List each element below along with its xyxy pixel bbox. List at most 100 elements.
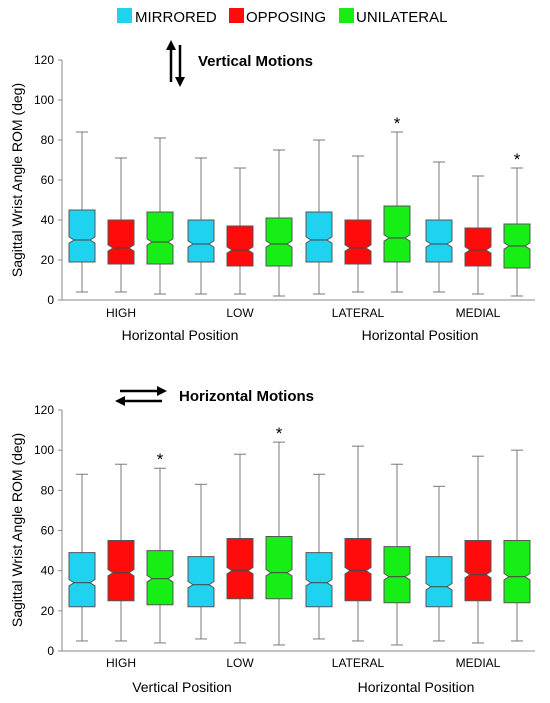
legend-item-mirrored: MIRRORED (117, 8, 217, 26)
box-opposing-lateral (344, 445, 372, 642)
box-plots: ** (68, 424, 531, 646)
significance-star: * (514, 150, 521, 169)
box-body (107, 219, 135, 265)
box-body (344, 219, 372, 265)
box-unilateral-high: * (146, 450, 174, 644)
significance-star: * (394, 114, 401, 133)
category-label-low: LOW (226, 656, 254, 670)
box-body (503, 540, 531, 604)
y-ticks: 0 20 40 60 80 100 120 (34, 53, 62, 307)
y-tick-label: 60 (41, 173, 55, 187)
legend-item-opposing: OPPOSING (229, 8, 326, 26)
box-unilateral-lateral (383, 463, 411, 646)
group-label-left: Vertical Position (132, 679, 232, 695)
panel-title-vertical-motions: Vertical Motions (198, 53, 313, 70)
box-body (425, 219, 453, 263)
box-body (464, 227, 492, 267)
significance-star: * (157, 450, 164, 469)
box-body (187, 556, 215, 608)
box-unilateral-high (146, 137, 174, 295)
box-unilateral-lateral: * (383, 114, 411, 293)
category-label-high: HIGH (106, 656, 136, 670)
y-tick-label: 100 (34, 443, 54, 457)
box-unilateral-medial (503, 449, 531, 642)
category-label-high: HIGH (106, 306, 136, 320)
group-label-left: Horizontal Position (122, 327, 239, 343)
box-body (265, 217, 293, 267)
category-labels: HIGH LOW LATERAL MEDIAL (106, 656, 501, 670)
y-axis-label: Sagittal Wrist Angle ROM (deg) (9, 83, 25, 277)
y-tick-label: 100 (34, 93, 54, 107)
box-opposing-low (226, 453, 254, 644)
box-opposing-medial (464, 455, 492, 644)
y-tick-label: 0 (47, 293, 54, 307)
box-body (425, 556, 453, 608)
box-body (265, 536, 293, 600)
box-opposing-high (107, 463, 135, 642)
legend-label-mirrored: MIRRORED (135, 9, 217, 26)
box-body (383, 205, 411, 263)
y-tick-label: 60 (41, 524, 55, 538)
group-label-right: Horizontal Position (358, 679, 475, 695)
box-body (305, 211, 333, 263)
y-tick-label: 120 (34, 403, 54, 417)
box-mirrored-lateral (305, 473, 333, 640)
y-tick-label: 80 (41, 133, 55, 147)
vertical-arrows-icon (166, 40, 185, 87)
box-mirrored-low (187, 483, 215, 640)
significance-star: * (276, 424, 283, 443)
category-label-low: LOW (226, 306, 254, 320)
category-labels: HIGH LOW LATERAL MEDIAL (106, 306, 501, 320)
box-mirrored-high (68, 131, 96, 293)
category-label-lateral: LATERAL (332, 656, 385, 670)
box-body (68, 209, 96, 263)
y-axis-label: Sagittal Wrist Angle ROM (deg) (9, 433, 25, 627)
legend-swatch-opposing (229, 8, 244, 23)
box-body (226, 225, 254, 267)
box-body (226, 538, 254, 600)
category-label-medial: MEDIAL (456, 306, 501, 320)
y-tick-label: 80 (41, 483, 55, 497)
legend-item-unilateral: UNILATERAL (339, 8, 447, 26)
box-opposing-lateral (344, 155, 372, 293)
box-mirrored-lateral (305, 139, 333, 295)
y-tick-label: 40 (41, 564, 55, 578)
box-opposing-low (226, 167, 254, 295)
panel-title-horizontal-motions: Horizontal Motions (179, 388, 314, 405)
box-body (464, 540, 492, 602)
box-body (305, 552, 333, 608)
box-mirrored-high (68, 473, 96, 642)
box-plots: ** (68, 114, 531, 297)
y-tick-label: 120 (34, 53, 54, 67)
legend-label-unilateral: UNILATERAL (356, 9, 447, 26)
box-body (68, 552, 96, 608)
y-tick-label: 20 (41, 253, 55, 267)
box-body (187, 219, 215, 263)
box-body (344, 538, 372, 602)
box-mirrored-medial (425, 485, 453, 642)
horizontal-arrows-icon (115, 386, 167, 406)
category-label-medial: MEDIAL (456, 656, 501, 670)
y-tick-label: 20 (41, 604, 55, 618)
legend-swatch-unilateral (339, 8, 354, 23)
box-mirrored-medial (425, 161, 453, 293)
legend-swatch-mirrored (117, 8, 132, 23)
y-ticks: 0 20 40 60 80 100 120 (34, 403, 62, 658)
y-tick-label: 40 (41, 213, 55, 227)
legend-label-opposing: OPPOSING (246, 9, 326, 26)
box-unilateral-medial: * (503, 150, 531, 297)
y-tick-label: 0 (47, 644, 54, 658)
box-opposing-medial (464, 175, 492, 295)
group-label-right: Horizontal Position (362, 327, 479, 343)
box-mirrored-low (187, 157, 215, 295)
category-label-lateral: LATERAL (332, 306, 385, 320)
box-unilateral-low: * (265, 424, 293, 646)
box-body (146, 211, 174, 265)
box-body (383, 546, 411, 604)
box-unilateral-low (265, 149, 293, 297)
box-body (107, 540, 135, 602)
box-opposing-high (107, 157, 135, 293)
